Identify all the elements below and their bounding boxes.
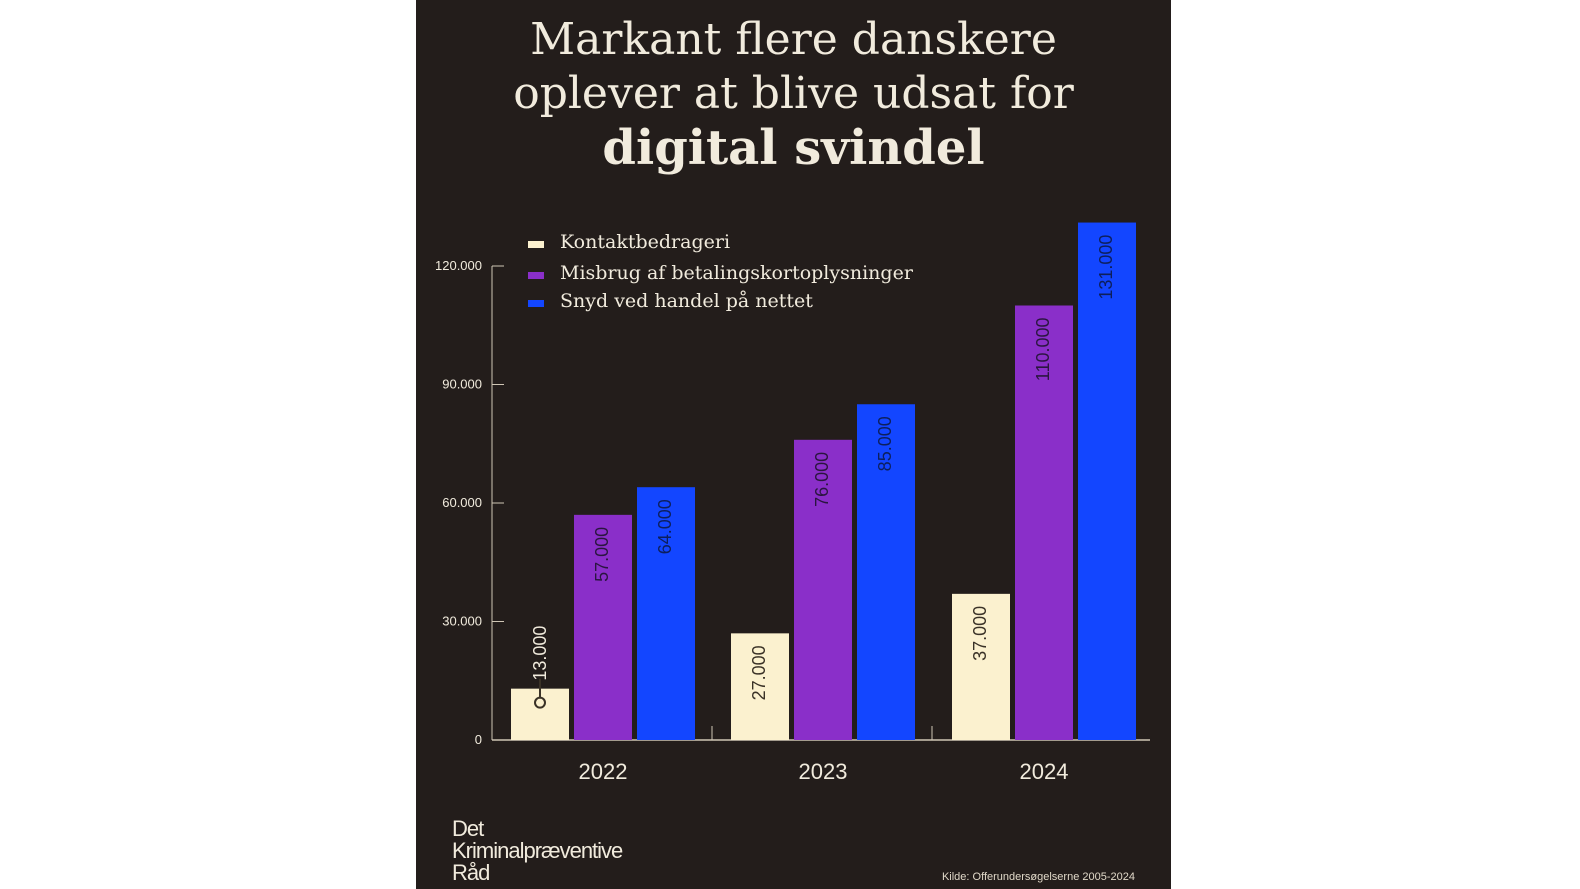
- bar-2022-2: [574, 514, 632, 740]
- bar-value-label: 13.000: [530, 626, 550, 681]
- logo-line-2: Kriminalpræventive: [452, 838, 623, 863]
- bar-2023-1: [731, 633, 789, 740]
- logo-line-1: Det: [452, 816, 484, 841]
- source-note: Kilde: Offerundersøgelserne 2005-2024: [941, 871, 1135, 883]
- legend-label-3: Snyd ved handel på nettet: [560, 290, 813, 312]
- title-line-1: Markant flere danskere: [530, 14, 1057, 65]
- bar-value-label: 110.000: [1033, 318, 1053, 382]
- infographic-panel: Markant flere danskere oplever at blive …: [416, 0, 1171, 889]
- bar-2024-1: [952, 593, 1010, 740]
- title-line-3: digital svindel: [602, 120, 985, 176]
- legend-swatch-1: [528, 241, 544, 248]
- x-tick-label-2022: 2022: [579, 759, 628, 784]
- bar-2023-2: [794, 439, 852, 740]
- y-tick-label: 0: [475, 732, 482, 747]
- bar-value-label: 131.000: [1096, 235, 1116, 300]
- logo-line-3: Råd: [452, 860, 490, 885]
- y-tick-label: 30.000: [442, 614, 482, 629]
- x-tick-label-2024: 2024: [1020, 759, 1069, 784]
- x-tick-label-2023: 2023: [799, 759, 848, 784]
- bar-value-label: 57.000: [592, 527, 612, 582]
- y-tick-label: 120.000: [435, 258, 482, 273]
- legend-label-2: Misbrug af betalingskortoplysninger: [560, 262, 914, 284]
- bar-value-label: 76.000: [812, 452, 832, 507]
- y-tick-label: 90.000: [442, 377, 482, 392]
- bar-2024-3: [1078, 222, 1136, 741]
- title-line-2: oplever at blive udsat for: [513, 68, 1074, 119]
- bar-value-label: 64.000: [655, 499, 675, 554]
- bar-value-label: 27.000: [749, 645, 769, 700]
- legend-label-1: Kontaktbedrageri: [560, 231, 730, 253]
- bar-chart: 0 30.000 60.000 90.000 120.000 13.000 57.000 64…: [435, 222, 1150, 784]
- label-leader-dot: [534, 696, 546, 709]
- bar-value-label: 85.000: [875, 416, 895, 471]
- legend-swatch-3: [528, 300, 544, 307]
- bar-2022-3: [637, 487, 695, 740]
- bar-2023-3: [857, 404, 915, 740]
- legend-swatch-2: [528, 272, 544, 279]
- y-tick-label: 60.000: [442, 495, 482, 510]
- bar-2024-2: [1015, 305, 1073, 740]
- bar-value-label: 37.000: [970, 606, 990, 661]
